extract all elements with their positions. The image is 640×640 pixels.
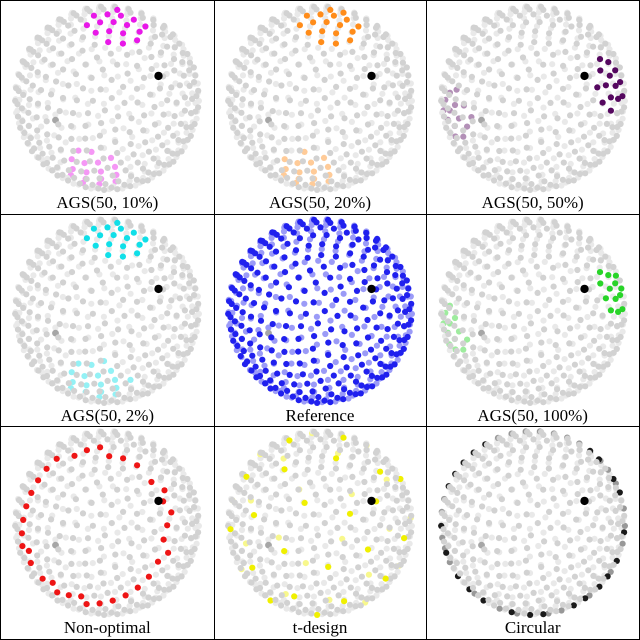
sphere-scatter (225, 215, 415, 406)
panel-caption: Reference (285, 405, 355, 425)
panel-caption: Non-optimal (63, 618, 151, 638)
panel-caption: AGS(50, 100%) (477, 405, 588, 425)
sphere-scatter (437, 3, 628, 193)
panel-caption: AGS(50, 50%) (481, 193, 584, 212)
subplot-ags-50-2: AGS(50, 2%) (1, 213, 215, 428)
panel-caption: AGS(50, 10%) (56, 193, 159, 212)
panel-caption: Circular (504, 618, 561, 638)
panel-caption: t-design (292, 618, 348, 638)
sphere-scatter (437, 428, 628, 619)
sphere-scatter (225, 428, 415, 619)
sphere-scatter (12, 215, 203, 406)
sphere-scatter (437, 215, 628, 406)
panel-caption: AGS(50, 20%) (268, 193, 371, 212)
sphere-scatter (12, 428, 203, 619)
subplot-ags-50-20: AGS(50, 20%) (213, 1, 428, 215)
panel-caption: AGS(50, 2%) (60, 405, 155, 425)
subplot-ags-50-100: AGS(50, 100%) (426, 214, 639, 428)
subplot-ags-50-50: AGS(50, 50%) (426, 1, 639, 215)
sphere-scatter (12, 3, 203, 193)
subplot-circular: Circular (426, 426, 639, 639)
subplot-non-optimal: Non-optimal (1, 426, 215, 639)
subplot-t-design: t-design (214, 426, 428, 639)
sphere-scatter (225, 3, 415, 193)
subplot-ags-50-10: AGS(50, 10%) (1, 1, 215, 215)
subplot-reference: Reference (213, 213, 428, 428)
